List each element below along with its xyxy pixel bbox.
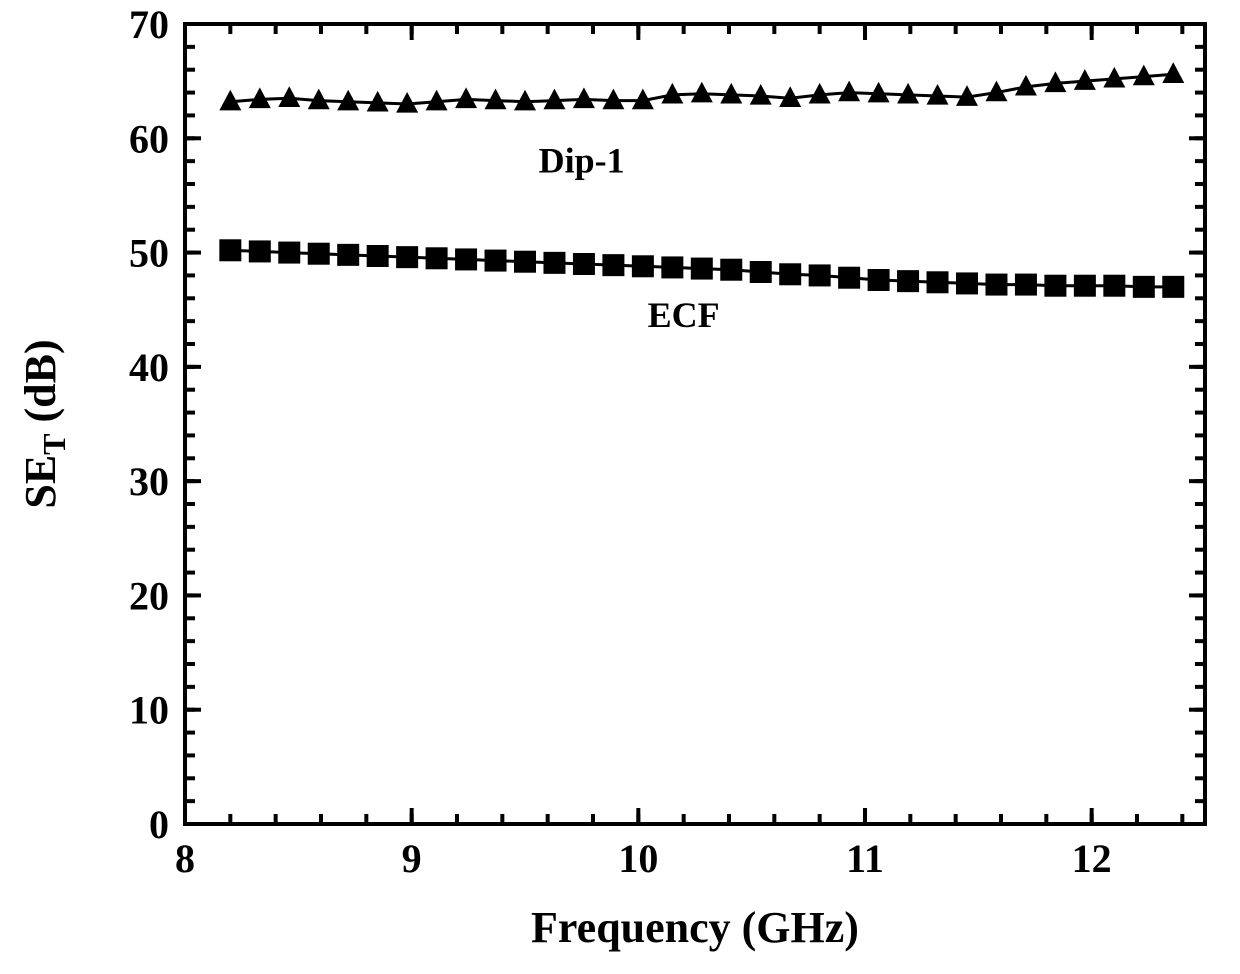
y-tick-label: 30 — [129, 459, 169, 504]
marker-square — [1133, 276, 1155, 298]
marker-square — [426, 247, 448, 269]
series-label-Dip-1: Dip-1 — [539, 141, 625, 181]
marker-square — [750, 261, 772, 283]
y-tick-label: 20 — [129, 573, 169, 618]
x-tick-label: 8 — [175, 836, 195, 881]
marker-square — [219, 239, 241, 261]
y-tick-label: 70 — [129, 2, 169, 47]
y-tick-label: 40 — [129, 345, 169, 390]
y-tick-label: 10 — [129, 688, 169, 733]
marker-square — [337, 244, 359, 266]
x-tick-label: 10 — [618, 836, 658, 881]
marker-square — [485, 250, 507, 272]
marker-square — [514, 251, 536, 273]
marker-square — [809, 264, 831, 286]
y-tick-label: 50 — [129, 231, 169, 276]
marker-square — [308, 243, 330, 265]
marker-square — [897, 270, 919, 292]
marker-square — [927, 271, 949, 293]
x-axis-label: Frequency (GHz) — [531, 903, 859, 952]
marker-square — [779, 263, 801, 285]
x-tick-label: 9 — [402, 836, 422, 881]
y-tick-label: 0 — [149, 802, 169, 847]
marker-square — [1162, 276, 1184, 298]
marker-square — [661, 256, 683, 278]
marker-square — [367, 245, 389, 267]
marker-square — [956, 272, 978, 294]
marker-square — [573, 253, 595, 275]
marker-square — [1044, 275, 1066, 297]
series-label-ECF: ECF — [648, 295, 720, 335]
chart-container: 8 9 10 11 12 0 10 20 30 40 50 60 70 Frequency (GHz) SE… — [0, 0, 1240, 974]
marker-square — [691, 258, 713, 280]
marker-square — [278, 242, 300, 264]
marker-square — [632, 255, 654, 277]
marker-square — [602, 254, 624, 276]
marker-square — [1103, 275, 1125, 297]
marker-square — [543, 252, 565, 274]
marker-square — [396, 246, 418, 268]
y-tick-label: 60 — [129, 116, 169, 161]
marker-square — [455, 248, 477, 270]
y-axis-label: SET (dB) — [16, 339, 72, 508]
marker-square — [720, 259, 742, 281]
chart-svg: 8 9 10 11 12 0 10 20 30 40 50 60 70 Frequency (GHz) SE… — [0, 0, 1240, 974]
marker-square — [1074, 275, 1096, 297]
marker-square — [249, 240, 271, 262]
x-tick-label: 11 — [846, 836, 884, 881]
marker-square — [1015, 274, 1037, 296]
marker-square — [985, 274, 1007, 296]
x-tick-label: 12 — [1072, 836, 1112, 881]
marker-square — [868, 269, 890, 291]
marker-square — [838, 267, 860, 289]
